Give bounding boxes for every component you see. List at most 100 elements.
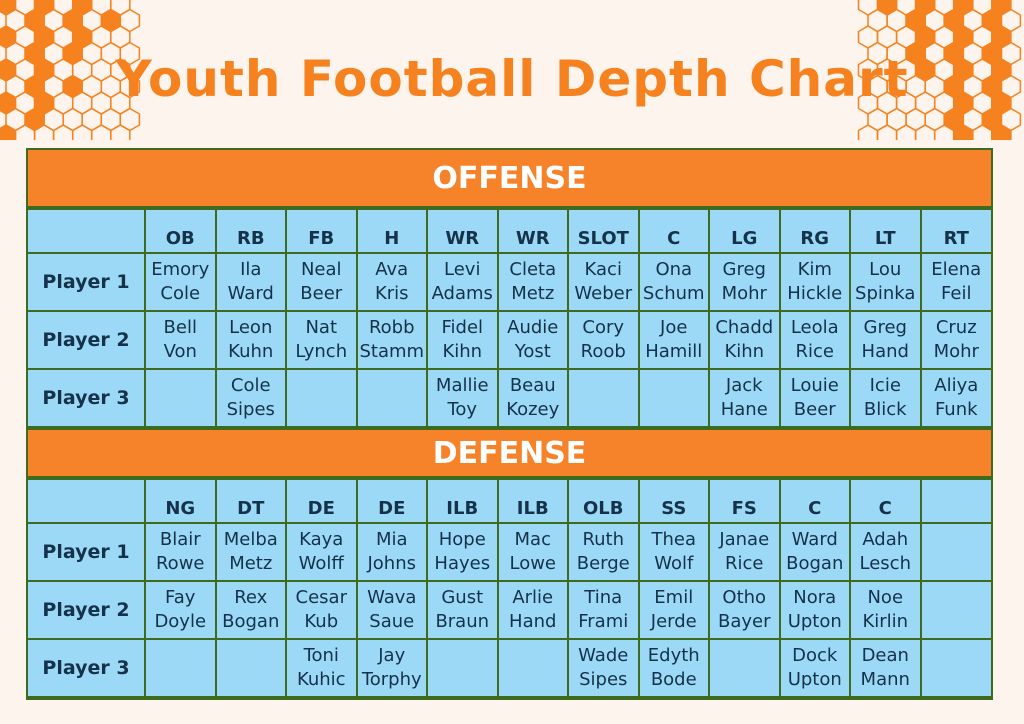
player-last-name: Hamill — [645, 341, 703, 362]
player-first-name: Ila — [240, 259, 262, 280]
player-first-name: Arlie — [512, 587, 554, 608]
player-first-name: Fay — [165, 587, 196, 608]
honeycomb-decoration-left — [0, 0, 141, 140]
player-cell: Leon Kuhn — [214, 310, 287, 370]
player-last-name: Roob — [580, 341, 626, 362]
player-cell: Neal Beer — [285, 252, 358, 312]
player-cell: Chadd Kihn — [708, 310, 781, 370]
player-first-name: Audie — [507, 317, 559, 338]
player-last-name: Feil — [941, 283, 972, 304]
player-row: Player 2 Fay Doyle Rex Bogan Cesar Kub Wava Saue… — [28, 580, 991, 640]
player-last-name: Stamm — [359, 341, 425, 362]
player-first-name: Aliya — [934, 375, 979, 396]
player-last-name: Ward — [227, 283, 274, 304]
player-cell — [567, 368, 640, 428]
player-first-name: Jack — [725, 375, 763, 396]
player-cell: Mac Lowe — [496, 522, 569, 582]
player-cell: Fay Doyle — [144, 580, 217, 640]
player-row: Player 2 Bell Von Leon Kuhn Nat Lynch Robb Stamm… — [28, 310, 991, 370]
player-first-name: Adah — [862, 529, 909, 550]
player-cell: Hope Hayes — [426, 522, 499, 582]
player-cell: Janae Rice — [708, 522, 781, 582]
position-header: FS — [708, 478, 781, 524]
position-header: ILB — [426, 478, 499, 524]
position-header: RB — [214, 208, 287, 254]
player-last-name: Jerde — [650, 611, 697, 632]
honeycomb-cell — [71, 124, 93, 140]
player-last-name: Kirlin — [862, 611, 909, 632]
player-first-name: Ava — [375, 259, 409, 280]
honeycomb-cell — [14, 124, 36, 140]
player-last-name: Torphy — [361, 669, 422, 690]
player-cell: Joe Hamill — [637, 310, 710, 370]
player-first-name: Mia — [375, 529, 408, 550]
player-first-name: Mallie — [435, 375, 489, 396]
player-cell: Otho Bayer — [708, 580, 781, 640]
player-cell: Cleta Metz — [496, 252, 569, 312]
player-first-name: Cruz — [935, 317, 977, 338]
position-header: WR — [496, 208, 569, 254]
player-cell: Melba Metz — [214, 522, 287, 582]
player-first-name: Cleta — [509, 259, 557, 280]
player-first-name: Cesar — [295, 587, 347, 608]
position-header: ILB — [496, 478, 569, 524]
player-last-name: Hickle — [787, 283, 843, 304]
player-cell: Ila Ward — [214, 252, 287, 312]
offense-heading: OFFENSE — [28, 150, 991, 208]
player-cell: Fidel Kihn — [426, 310, 499, 370]
honeycomb-cell — [876, 0, 898, 16]
player-last-name: Hayes — [434, 553, 491, 574]
honeycomb-cell — [895, 124, 917, 140]
player-first-name: Chadd — [715, 317, 774, 338]
player-last-name: Rowe — [155, 553, 205, 574]
player-cell — [919, 638, 991, 698]
player-first-name: Emil — [654, 587, 694, 608]
player-last-name: Mohr — [721, 283, 767, 304]
player-cell: Elena Feil — [919, 252, 991, 312]
position-header: DT — [214, 478, 287, 524]
player-cell: Blair Rowe — [144, 522, 217, 582]
player-cell: Icie Blick — [849, 368, 922, 428]
page-title: Youth Football Depth Chart — [115, 50, 909, 108]
player-first-name: Melba — [223, 529, 278, 550]
player-last-name: Mann — [860, 669, 910, 690]
position-header: LG — [708, 208, 781, 254]
player-last-name: Wolf — [654, 553, 694, 574]
player-last-name: Metz — [511, 283, 555, 304]
player-last-name: Rice — [795, 341, 834, 362]
honeycomb-cell — [876, 124, 898, 140]
player-cell: Ward Bogan — [778, 522, 851, 582]
player-cell — [144, 638, 217, 698]
player-last-name: Saue — [369, 611, 415, 632]
player-cell: Gust Braun — [426, 580, 499, 640]
honeycomb-cell — [52, 124, 74, 140]
player-cell: Emory Cole — [144, 252, 217, 312]
player-cell: Cole Sipes — [214, 368, 287, 428]
position-header: DE — [285, 478, 358, 524]
player-cell: Leola Rice — [778, 310, 851, 370]
position-header: C — [849, 478, 922, 524]
player-first-name: Jay — [378, 645, 406, 666]
position-header: OLB — [567, 478, 640, 524]
player-first-name: Greg — [863, 317, 907, 338]
player-first-name: Thea — [651, 529, 696, 550]
position-header-row: OB RB FB H WR WR SLOT C LG RG LT RT — [28, 208, 991, 254]
player-cell: Levi Adams — [426, 252, 499, 312]
position-header — [919, 478, 991, 524]
honeycomb-decoration-right — [857, 0, 1022, 140]
player-last-name: Upton — [787, 669, 842, 690]
position-header: OB — [144, 208, 217, 254]
player-cell: Kaya Wolff — [285, 522, 358, 582]
depth-chart: OFFENSE OB RB FB H WR WR SLOT C LG RG LT RT Player 1… — [26, 148, 993, 700]
player-last-name: Mohr — [933, 341, 979, 362]
player-last-name: Kihn — [724, 341, 765, 362]
player-cell: Kaci Weber — [567, 252, 640, 312]
player-last-name: Hane — [720, 399, 768, 420]
player-first-name: Greg — [722, 259, 766, 280]
position-header: LT — [849, 208, 922, 254]
position-header: SS — [637, 478, 710, 524]
honeycomb-cell — [33, 124, 55, 140]
corner-cell — [28, 478, 146, 524]
player-first-name: Joe — [660, 317, 688, 338]
defense-heading: DEFENSE — [28, 428, 991, 478]
